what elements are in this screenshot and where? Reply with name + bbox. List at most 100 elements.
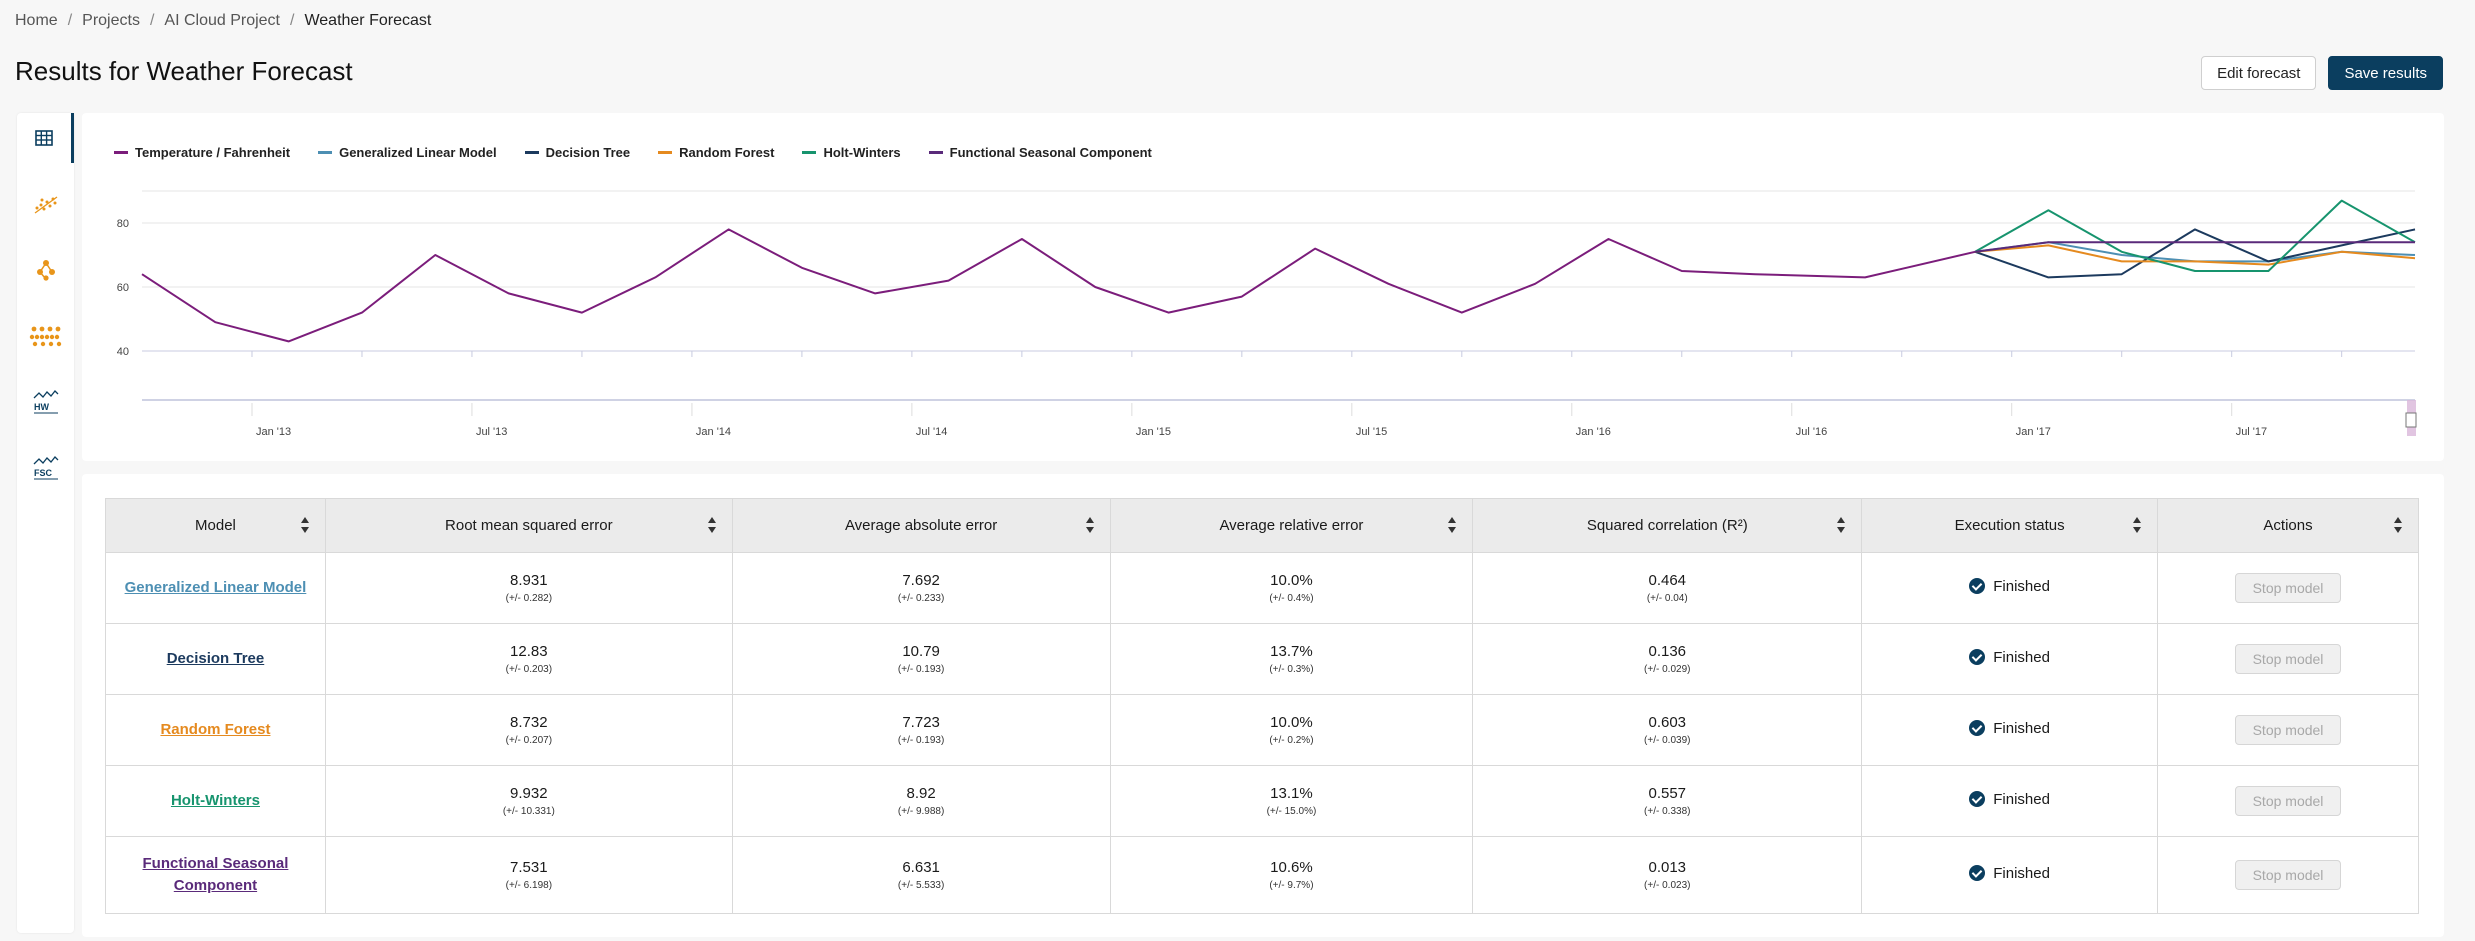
page-title: Results for Weather Forecast (15, 56, 353, 86)
r2-error: (+/- 0.039) (1644, 735, 1691, 746)
stop-model-button[interactable]: Stop model (2235, 786, 2342, 816)
hw-icon-label: HW (34, 402, 49, 412)
y-tick-label: 40 (117, 346, 129, 358)
sort-icon[interactable] (1448, 517, 1457, 533)
sidebar: HW FSC (17, 113, 74, 933)
cell-r2: 0.136 (+/- 0.029) (1472, 623, 1863, 695)
table-row: Functional Seasonal Component 7.531 (+/- 6… (105, 836, 2419, 914)
mre-error: (+/- 15.0%) (1266, 806, 1317, 817)
model-link[interactable]: Functional Seasonal Component (142, 855, 289, 894)
column-header-r2[interactable]: Squared correlation (R²) (1472, 498, 1863, 553)
sort-icon[interactable] (1085, 517, 1094, 533)
stop-model-button[interactable]: Stop model (2235, 573, 2342, 603)
table-row: Random Forest 8.732 (+/- 0.207) 7.723 (+/- 0… (105, 694, 2419, 766)
legend-swatch (114, 151, 128, 154)
r2-error: (+/- 0.023) (1644, 880, 1691, 891)
x-tick-label: Jan '14 (696, 426, 731, 438)
breadcrumb-home[interactable]: Home (15, 12, 58, 29)
cell-mae: 8.92 (+/- 9.988) (731, 765, 1111, 837)
check-circle-icon (1969, 578, 1986, 595)
model-link[interactable]: Random Forest (160, 721, 271, 738)
temperature-line (141, 228, 1976, 343)
check-circle-icon (1969, 720, 1986, 737)
status-text: Finished (1993, 864, 2050, 882)
save-results-button[interactable]: Save results (2328, 56, 2443, 90)
rmse-error: (+/- 0.282) (505, 593, 553, 604)
column-header-mre[interactable]: Average relative error (1109, 498, 1474, 553)
sidebar-item-random-forest[interactable] (17, 311, 74, 361)
column-header-rmse[interactable]: Root mean squared error (324, 498, 733, 553)
forecast-chart-card: 40 60 80 Jan '13 Jul '13 Jan '14 Jul '14 Jan '1… (82, 113, 2444, 461)
status-badge: Finished (1969, 865, 2050, 882)
sort-icon[interactable] (707, 517, 716, 533)
x-tick-label: Jul '13 (476, 426, 507, 438)
table-icon (35, 130, 53, 146)
cell-rmse: 8.931 (+/- 0.282) (324, 552, 733, 624)
column-header-status[interactable]: Execution status (1861, 498, 2159, 553)
cell-actions: Stop model (2157, 836, 2419, 914)
cell-r2: 0.603 (+/- 0.039) (1472, 694, 1863, 766)
rmse-value: 8.931 (510, 572, 548, 589)
stop-model-button[interactable]: Stop model (2235, 715, 2342, 745)
cell-model: Holt-Winters (105, 765, 326, 837)
legend-item[interactable]: Random Forest (658, 145, 774, 160)
stop-model-button[interactable]: Stop model (2235, 860, 2342, 890)
sidebar-item-decision-tree[interactable] (17, 245, 74, 295)
rmse-value: 8.732 (510, 714, 548, 731)
rmse-value: 12.83 (510, 643, 548, 660)
x-tick-label: Jan '17 (2016, 426, 2051, 438)
column-header-model[interactable]: Model (105, 498, 326, 553)
sidebar-item-holt-winters[interactable]: HW (17, 377, 74, 427)
cell-r2: 0.557 (+/- 0.338) (1472, 765, 1863, 837)
mre-value: 10.0% (1270, 714, 1313, 731)
results-table-card: Model Root mean squared error Average ab… (82, 474, 2444, 937)
legend-item[interactable]: Decision Tree (524, 145, 630, 160)
scatter-icon (34, 196, 57, 214)
mae-value: 10.79 (902, 643, 940, 660)
mre-value: 13.1% (1270, 785, 1313, 802)
model-link[interactable]: Holt-Winters (170, 792, 260, 809)
check-circle-icon (1969, 865, 1986, 882)
model-link[interactable]: Decision Tree (166, 650, 265, 667)
legend-swatch (928, 151, 943, 154)
sort-icon[interactable] (2133, 517, 2142, 533)
legend-item[interactable]: Generalized Linear Model (318, 145, 497, 160)
cell-status: Finished (1861, 623, 2159, 695)
sort-icon[interactable] (2394, 517, 2402, 533)
column-header-actions[interactable]: Actions (2157, 498, 2419, 553)
cell-status: Finished (1861, 694, 2159, 766)
edit-forecast-button[interactable]: Edit forecast (2201, 56, 2317, 90)
breadcrumb-projects[interactable]: Projects (82, 12, 140, 29)
r2-value: 0.013 (1648, 859, 1687, 876)
r2-value: 0.557 (1648, 785, 1687, 802)
cell-actions: Stop model (2157, 694, 2419, 766)
cell-model: Functional Seasonal Component (105, 836, 326, 914)
mre-value: 10.6% (1270, 859, 1313, 876)
sort-icon[interactable] (1837, 517, 1846, 533)
legend-item[interactable]: Temperature / Fahrenheit (114, 145, 290, 160)
table-row: Holt-Winters 9.932 (+/- 10.331) 8.92 (+/- 9.… (105, 765, 2419, 837)
sidebar-item-scatter[interactable] (17, 179, 74, 229)
model-link[interactable]: Generalized Linear Model (124, 579, 307, 596)
x-tick-label: Jul '15 (1356, 426, 1387, 438)
status-badge: Finished (1969, 578, 2050, 595)
sort-icon[interactable] (300, 517, 309, 533)
stop-model-button[interactable]: Stop model (2235, 644, 2342, 674)
status-badge: Finished (1969, 720, 2050, 737)
column-header-mae[interactable]: Average absolute error (731, 498, 1111, 553)
legend-swatch (658, 151, 673, 154)
legend-item[interactable]: Functional Seasonal Component (928, 145, 1152, 160)
forecast-chart: 40 60 80 Jan '13 Jul '13 Jan '14 Jul '14 Jan '1… (117, 190, 2417, 438)
cell-mre: 13.7% (+/- 0.3%) (1109, 623, 1474, 695)
legend-label: Holt-Winters (823, 145, 901, 160)
breadcrumb-ai-cloud-project[interactable]: AI Cloud Project (164, 12, 280, 29)
fsc-line (1974, 241, 2415, 253)
sidebar-item-fsc[interactable]: FSC (17, 443, 74, 493)
x-tick-label: Jul '14 (916, 426, 947, 438)
check-circle-icon (1969, 649, 1986, 666)
status-text: Finished (1993, 790, 2050, 808)
sidebar-item-table[interactable] (17, 113, 74, 163)
mae-error: (+/- 5.533) (897, 880, 945, 891)
legend-item[interactable]: Holt-Winters (802, 145, 901, 160)
status-badge: Finished (1969, 791, 2050, 808)
